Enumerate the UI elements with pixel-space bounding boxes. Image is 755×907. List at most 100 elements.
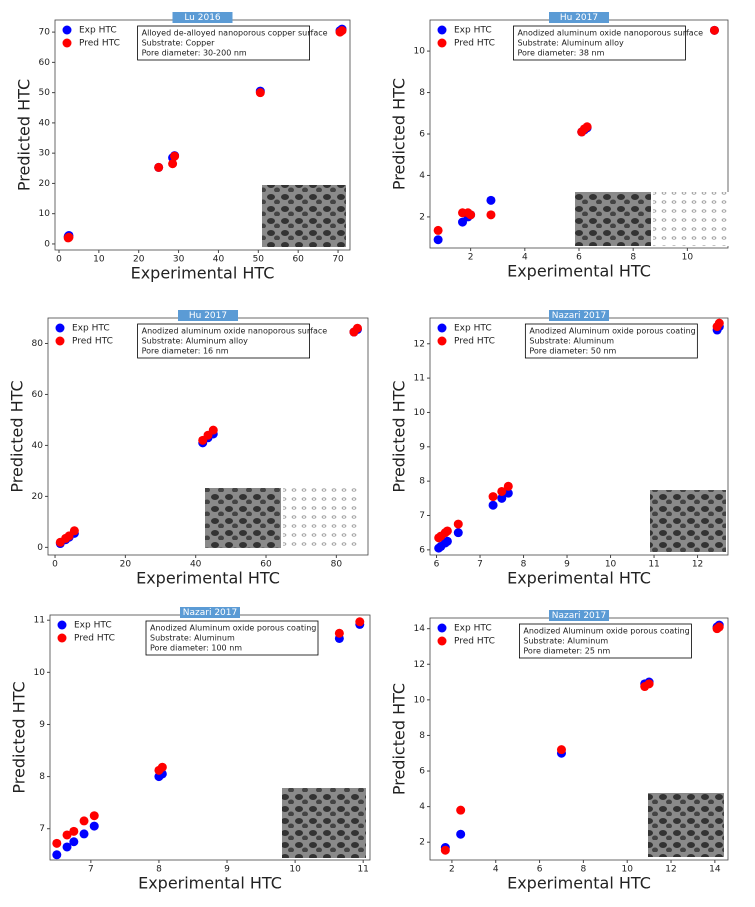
annotation-line: Pore diameter: 25 nm <box>523 647 610 656</box>
data-point <box>488 500 498 510</box>
x-tick-label: 60 <box>292 255 304 265</box>
annotation-line: Pore diameter: 16 nm <box>142 347 229 356</box>
data-point <box>89 821 99 831</box>
y-tick-label: 0 <box>44 239 50 249</box>
y-tick-label: 40 <box>39 118 51 128</box>
y-tick-label: 7 <box>419 511 425 521</box>
x-tick-label: 9 <box>564 560 570 570</box>
x-tick-label: 2 <box>449 865 455 875</box>
x-axis-label: Experimental HTC <box>136 569 280 588</box>
x-tick-label: 60 <box>260 560 272 570</box>
x-axis-label: Experimental HTC <box>131 264 275 283</box>
y-axis-label: Predicted HTC <box>8 380 27 492</box>
legend-label: Exp HTC <box>72 324 110 334</box>
x-axis-label: Experimental HTC <box>507 569 651 588</box>
y-tick-label: 40 <box>32 441 44 451</box>
x-tick-label: 12 <box>692 560 703 570</box>
y-tick-label: 20 <box>39 179 51 189</box>
annotation-line: Substrate: Aluminum <box>150 634 235 643</box>
x-tick-label: 8 <box>156 865 162 875</box>
annotation-line: Substrate: Aluminum <box>529 337 614 346</box>
annotation-line: Alloyed de-alloyed nanoporous copper sur… <box>142 29 328 38</box>
title-box <box>180 607 240 618</box>
data-point <box>154 162 164 172</box>
x-tick-label: 4 <box>493 865 499 875</box>
x-tick-label: 8 <box>521 560 527 570</box>
title-box <box>549 610 609 621</box>
data-point <box>355 617 365 627</box>
title-box <box>178 310 238 321</box>
x-tick-label: 10 <box>621 865 633 875</box>
data-point <box>337 26 347 36</box>
x-tick-label: 0 <box>56 255 62 265</box>
legend-marker <box>437 323 447 333</box>
annotation-line: Pore diameter: 38 nm <box>517 49 604 58</box>
data-point <box>69 826 79 836</box>
annotation-line: Substrate: Aluminum <box>523 637 608 646</box>
annotation-box <box>524 323 698 359</box>
x-tick-label: 30 <box>173 255 185 265</box>
title-box <box>549 12 609 23</box>
x-axis-label: Experimental HTC <box>507 874 651 893</box>
y-tick-label: 8 <box>39 772 45 782</box>
data-point <box>433 235 443 245</box>
y-tick-label: 60 <box>32 390 44 400</box>
legend-label: Pred HTC <box>454 39 495 49</box>
legend-label: Pred HTC <box>454 337 495 347</box>
legend-label: Pred HTC <box>454 637 495 647</box>
panel: 0 20 40 60 80 0 20 40 60 80 Experimental HTC Predic… <box>8 310 369 588</box>
x-tick-label: 4 <box>522 253 528 263</box>
data-point <box>503 481 513 491</box>
inset-image <box>205 488 281 548</box>
x-tick-label: 50 <box>253 255 265 265</box>
y-tick-label: 10 <box>414 695 426 705</box>
x-tick-label: 40 <box>213 255 225 265</box>
y-tick-label: 80 <box>32 339 44 349</box>
x-tick-label: 6 <box>576 253 582 263</box>
title-box <box>172 12 233 23</box>
x-tick-label: 2 <box>468 253 474 263</box>
x-tick-label: 9 <box>224 865 230 875</box>
y-tick-label: 4 <box>419 802 425 812</box>
x-tick-label: 70 <box>332 255 344 265</box>
y-tick-label: 12 <box>414 660 425 670</box>
data-point <box>69 526 79 536</box>
y-axis-label: Predicted HTC <box>10 681 29 793</box>
y-tick-label: 6 <box>419 130 425 140</box>
data-point <box>89 811 99 821</box>
legend-marker <box>62 25 72 35</box>
inset-image <box>648 793 724 857</box>
y-tick-label: 60 <box>39 58 51 68</box>
x-axis-label: Experimental HTC <box>507 262 651 281</box>
legend-marker <box>55 336 65 346</box>
chart-title: Nazari 2017 <box>552 611 606 621</box>
data-point <box>79 829 89 839</box>
y-tick-label: 10 <box>414 408 426 418</box>
annotation-line: Substrate: Aluminum alloy <box>142 337 249 346</box>
title-box <box>549 310 609 321</box>
legend-marker <box>437 636 447 646</box>
inset-image <box>282 788 366 858</box>
y-tick-label: 2 <box>419 212 425 222</box>
data-point <box>488 492 498 502</box>
data-point <box>62 842 72 852</box>
data-point <box>453 528 463 538</box>
annotation-line: Substrate: Aluminum alloy <box>517 39 624 48</box>
annotation-line: Anodized Aluminum oxide porous coating <box>523 627 689 636</box>
legend-label: Pred HTC <box>72 337 113 347</box>
y-tick-label: 4 <box>419 171 425 181</box>
x-tick-label: 80 <box>331 560 343 570</box>
panel: 7 8 9 10 11 7 8 9 10 11 Experimental HTC Predicted … <box>10 607 371 893</box>
panel: 0 10 20 30 40 50 60 70 0 10 20 30 40 50 60 70 Experiment… <box>15 12 351 283</box>
y-tick-label: 6 <box>419 767 425 777</box>
annotation-line: Substrate: Copper <box>142 39 216 48</box>
annotation-box <box>513 25 686 61</box>
data-point <box>69 837 79 847</box>
annotation-line: Pore diameter: 50 nm <box>529 347 616 356</box>
inset-image <box>650 490 726 552</box>
x-tick-label: 10 <box>289 865 301 875</box>
legend-label: Exp HTC <box>79 26 117 36</box>
annotation-line: Anodized Aluminum oxide porous coating <box>529 327 695 336</box>
x-tick-label: 40 <box>190 560 202 570</box>
